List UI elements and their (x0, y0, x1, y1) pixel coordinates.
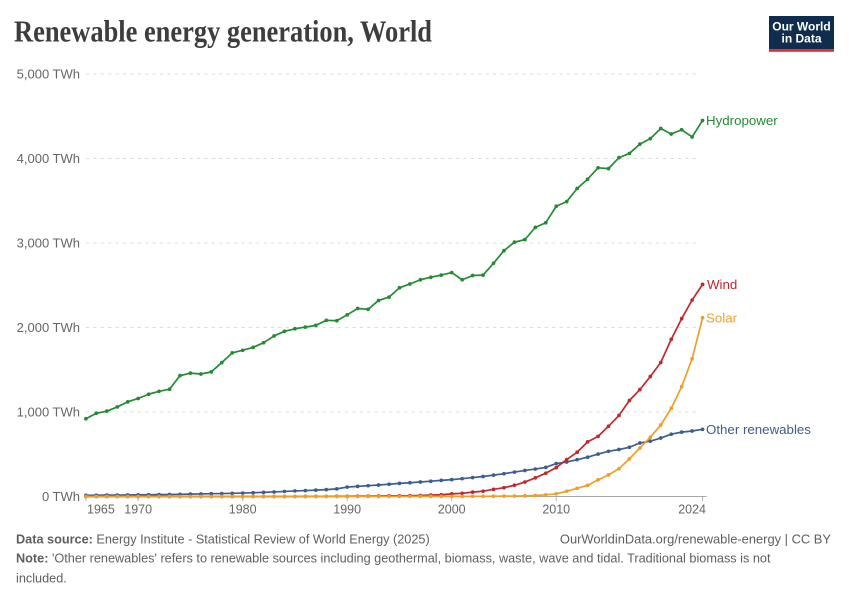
svg-text:OurWorldinData.org/renewable-e: OurWorldinData.org/renewable-energy | CC… (560, 531, 831, 546)
svg-text:1,000 TWh: 1,000 TWh (17, 405, 80, 420)
svg-text:1965: 1965 (87, 502, 115, 516)
svg-text:Data source: Energy Institute: Data source: Energy Institute - Statisti… (16, 532, 430, 546)
svg-text:Renewable energy generation, W: Renewable energy generation, World (14, 15, 432, 49)
svg-text:3,000 TWh: 3,000 TWh (17, 236, 80, 251)
svg-text:5,000 TWh: 5,000 TWh (17, 67, 80, 82)
svg-text:1980: 1980 (229, 502, 257, 516)
svg-text:1990: 1990 (333, 502, 361, 516)
svg-text:included.: included. (16, 571, 67, 585)
svg-text:2024: 2024 (678, 502, 706, 516)
svg-text:1970: 1970 (124, 502, 152, 516)
svg-text:Note: 'Other renewables' refer: Note: 'Other renewables' refers to renew… (16, 552, 771, 566)
svg-text:in Data: in Data (781, 31, 821, 45)
svg-text:0 TWh: 0 TWh (42, 489, 80, 504)
svg-text:Our World: Our World (772, 20, 830, 34)
svg-text:2,000 TWh: 2,000 TWh (17, 320, 80, 335)
svg-text:4,000 TWh: 4,000 TWh (17, 151, 80, 166)
svg-text:Other renewables: Other renewables (706, 422, 811, 437)
svg-text:Wind: Wind (707, 277, 737, 292)
svg-text:2010: 2010 (542, 502, 570, 516)
svg-text:2000: 2000 (438, 502, 466, 516)
svg-text:Solar: Solar (706, 310, 738, 325)
svg-text:Hydropower: Hydropower (706, 113, 778, 128)
